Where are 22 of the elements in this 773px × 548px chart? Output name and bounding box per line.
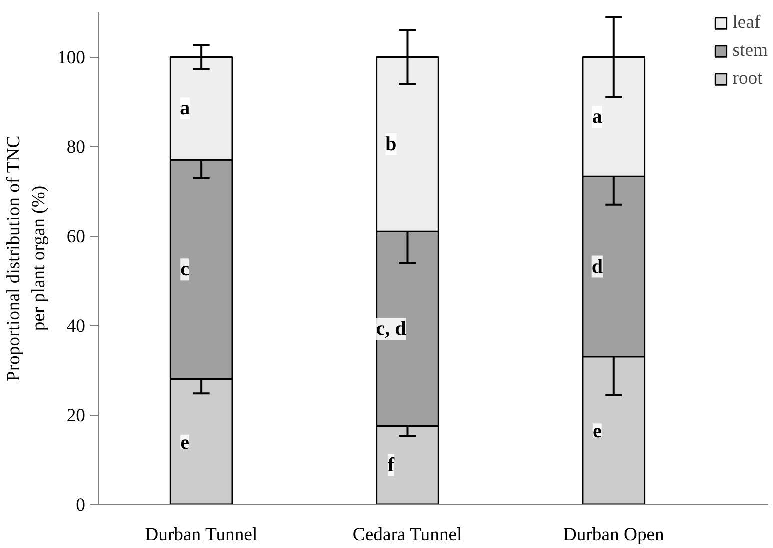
y-tick-label: 80 — [66, 137, 86, 158]
annotation: d — [592, 256, 603, 278]
annotation: a — [180, 98, 190, 120]
y-tick-label: 20 — [66, 406, 86, 427]
y-tick-label: 100 — [58, 48, 86, 69]
y-tick-label: 40 — [66, 316, 86, 338]
legend-label: leaf — [732, 12, 761, 34]
annotation: f — [388, 454, 395, 476]
annotation: a — [592, 106, 602, 128]
annotation: e — [592, 420, 602, 443]
annotation: c — [180, 258, 190, 281]
annotation: e — [180, 432, 190, 454]
annotation: c, d — [376, 318, 406, 340]
x-tick-label: Durban Open — [563, 524, 666, 546]
legend-label: stem — [732, 40, 768, 62]
legend-label: root — [732, 68, 763, 90]
x-tick-label: Cedara Tunnel — [352, 524, 462, 546]
y-tick-label: 60 — [66, 226, 86, 248]
y-axis-title: Proportional distribution of TNC per plant organ (%) — [3, 136, 50, 382]
x-tick-label: Durban Tunnel — [145, 524, 258, 546]
y-tick-label: 0 — [76, 495, 86, 516]
annotation: b — [386, 133, 397, 156]
